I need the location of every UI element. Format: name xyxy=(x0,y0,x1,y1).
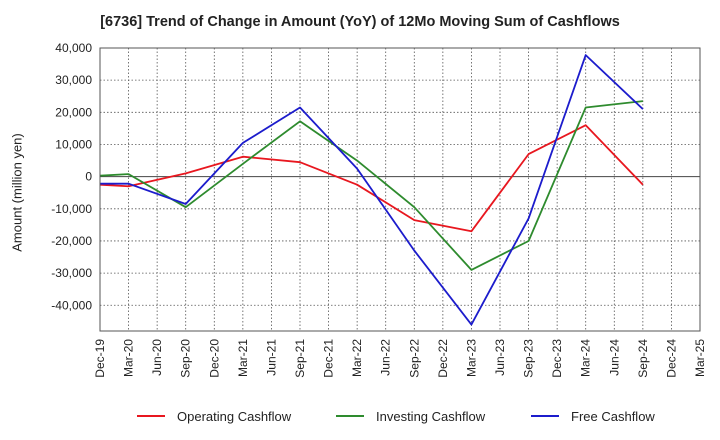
x-axis-ticks: Dec-19 Mar-20 Jun-20 Sep-20 Dec-20 Mar-21 Jun-… xyxy=(93,339,707,378)
y-axis-ticks: 40,000 30,000 20,000 10,000 0 -10,000 -20,000 -… xyxy=(51,41,92,312)
y-tick-label: 0 xyxy=(85,170,92,184)
y-tick-label: 10,000 xyxy=(55,137,92,151)
horizontal-gridlines xyxy=(100,47,700,306)
chart-title: [6736] Trend of Change in Amount (YoY) o… xyxy=(100,14,620,30)
series-line-investing-cashflow xyxy=(99,100,644,271)
x-tick-label: Sep-24 xyxy=(636,339,650,378)
x-tick-label: Dec-22 xyxy=(436,339,450,378)
series-line-operating-cashflow xyxy=(99,124,644,233)
x-tick-label: Mar-21 xyxy=(236,339,250,377)
x-tick-label: Sep-20 xyxy=(179,339,193,378)
x-tick-label: Mar-20 xyxy=(122,339,136,377)
legend-label-operating: Operating Cashflow xyxy=(177,408,292,424)
x-tick-label: Mar-25 xyxy=(693,339,707,377)
x-tick-label: Dec-19 xyxy=(93,339,107,378)
x-tick-label: Dec-21 xyxy=(322,339,336,378)
y-tick-label: -40,000 xyxy=(51,298,92,312)
legend: Operating Cashflow Investing Cashflow Fr… xyxy=(0,406,720,426)
legend-item-investing: Investing Cashflow xyxy=(336,406,485,426)
x-tick-label: Jun-20 xyxy=(150,339,164,376)
plot-frame xyxy=(99,47,701,332)
x-tick-label: Sep-23 xyxy=(522,339,536,378)
x-tick-label: Sep-21 xyxy=(293,339,307,378)
y-tick-label: 20,000 xyxy=(55,105,92,119)
series-lines xyxy=(99,54,644,326)
x-tick-label: Jun-23 xyxy=(493,339,507,376)
legend-label-free: Free Cashflow xyxy=(571,408,655,424)
legend-item-operating: Operating Cashflow xyxy=(137,406,291,426)
legend-item-free: Free Cashflow xyxy=(531,406,655,426)
x-tick-label: Jun-24 xyxy=(607,339,621,376)
plot-background xyxy=(100,48,700,331)
legend-label-investing: Investing Cashflow xyxy=(376,408,486,424)
y-tick-label: 30,000 xyxy=(55,73,92,87)
x-tick-label: Sep-22 xyxy=(407,339,421,378)
y-tick-label: -30,000 xyxy=(51,266,92,280)
x-tick-label: Mar-22 xyxy=(350,339,364,377)
legend-swatch-operating xyxy=(137,415,165,417)
series-line-free-cashflow xyxy=(100,54,644,326)
vertical-gridlines xyxy=(128,48,672,331)
y-tick-label: -20,000 xyxy=(51,234,92,248)
legend-swatch-investing xyxy=(336,415,364,417)
y-tick-label: -10,000 xyxy=(51,202,92,216)
y-tick-label: 40,000 xyxy=(55,41,92,55)
x-tick-label: Dec-24 xyxy=(664,339,678,378)
x-tick-label: Mar-24 xyxy=(579,339,593,377)
x-tick-label: Jun-21 xyxy=(264,339,278,376)
x-tick-label: Dec-20 xyxy=(207,339,221,378)
x-tick-label: Jun-22 xyxy=(379,339,393,376)
x-tick-label: Dec-23 xyxy=(550,339,564,378)
x-tick-label: Mar-23 xyxy=(464,339,478,377)
legend-swatch-free xyxy=(531,415,559,417)
